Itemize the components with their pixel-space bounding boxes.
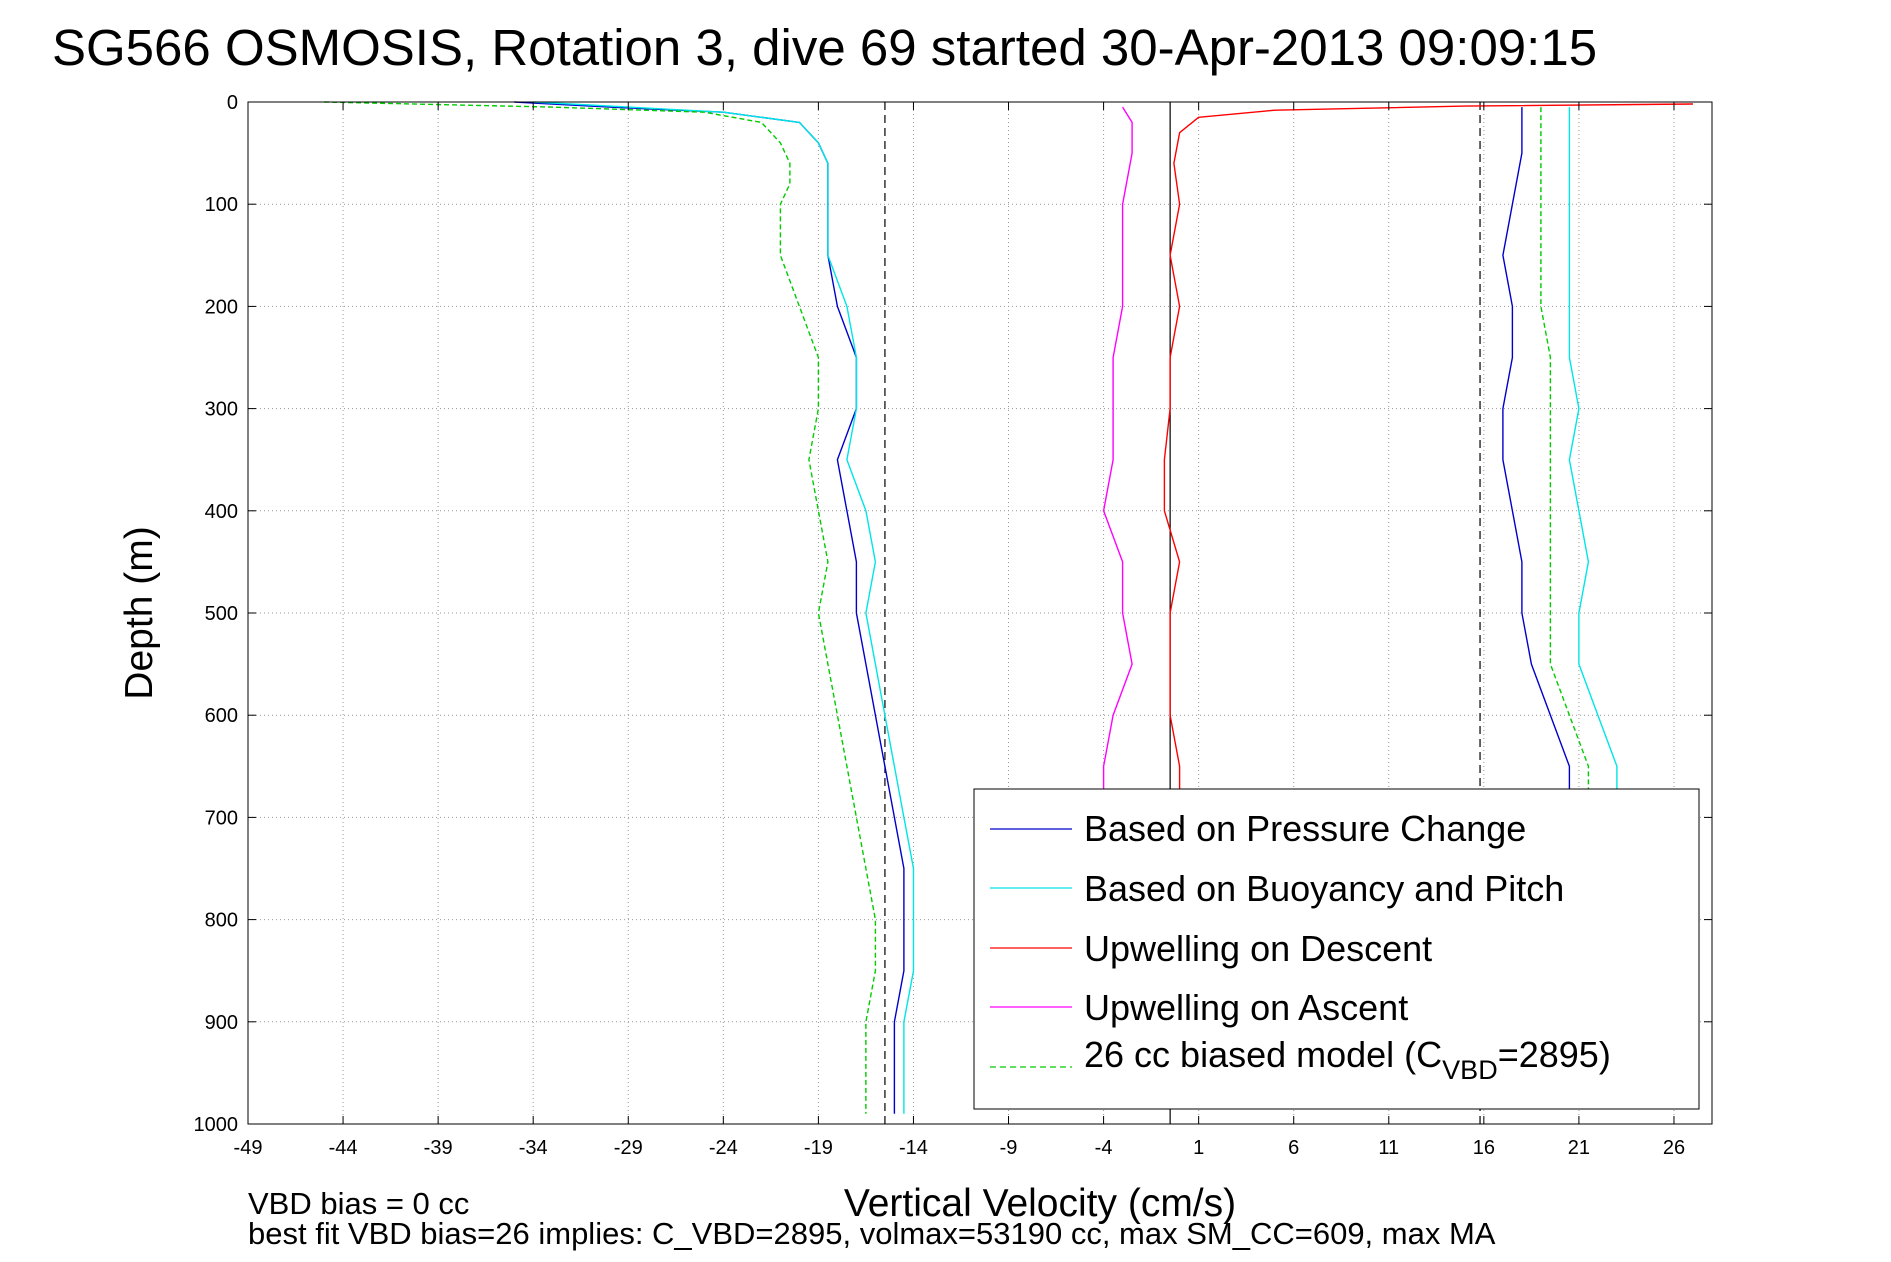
x-tick-label: -34	[519, 1137, 548, 1159]
y-axis-ticks: 0 100 200 300 400 500 600 700 800 900 1000	[194, 92, 1712, 1136]
x-tick-label: -4	[1095, 1137, 1113, 1159]
x-tick-label: -24	[709, 1137, 738, 1159]
legend-label-model-tail: =2895)	[1498, 1034, 1611, 1075]
x-tick-label: 16	[1473, 1137, 1495, 1159]
x-tick-label: 6	[1288, 1137, 1299, 1159]
x-tick-label: -39	[424, 1137, 453, 1159]
y-axis-label: Depth (m)	[118, 526, 161, 699]
y-tick-label: 800	[205, 910, 238, 932]
y-tick-label: 600	[205, 705, 238, 727]
legend-label-model-main: 26 cc biased model (C	[1084, 1034, 1442, 1075]
x-tick-label: 21	[1568, 1137, 1590, 1159]
x-tick-label: -19	[804, 1137, 833, 1159]
series-line-1-0	[533, 101, 915, 1114]
x-axis-ticks: -49 -44 -39 -34 -29 -24 -19 -14 -9 -4 1 6 11 16 21 26	[234, 102, 1685, 1159]
legend-label-ascent: Upwelling on Ascent	[1084, 987, 1408, 1028]
legend-box	[973, 788, 1700, 1110]
y-tick-label: 0	[227, 92, 238, 114]
x-tick-label: -29	[614, 1137, 643, 1159]
legend-label-buoyancy: Based on Buoyancy and Pitch	[1084, 868, 1564, 909]
data-series	[324, 101, 1694, 1114]
legend-label-model: 26 cc biased model (CVBD=2895)	[1084, 1034, 1611, 1085]
series-line-3-0	[1102, 106, 1133, 797]
legend-label-model-sub: VBD	[1442, 1055, 1498, 1085]
x-tick-label: -49	[234, 1137, 263, 1159]
legend: Based on Pressure Change Based on Buoyan…	[973, 788, 1700, 1110]
x-tick-label: -44	[329, 1137, 358, 1159]
x-tick-label: 26	[1663, 1137, 1685, 1159]
series-line-2-0	[1163, 103, 1694, 797]
y-tick-label: 500	[205, 603, 238, 625]
legend-label-pressure: Based on Pressure Change	[1084, 808, 1526, 849]
footer-line-2: best fit VBD bias=26 implies: C_VBD=2895…	[248, 1216, 1496, 1251]
x-axis-label: Vertical Velocity (cm/s)	[844, 1182, 1236, 1225]
series-line-0-1	[1502, 107, 1571, 797]
legend-label-descent: Upwelling on Descent	[1084, 928, 1432, 969]
y-tick-label: 900	[205, 1012, 238, 1034]
footer-line-1: VBD bias = 0 cc	[248, 1186, 469, 1221]
x-tick-label: 1	[1193, 1137, 1204, 1159]
chart-title: SG566 OSMOSIS, Rotation 3, dive 69 start…	[52, 19, 1597, 76]
x-tick-label: -9	[1000, 1137, 1018, 1159]
y-tick-label: 1000	[194, 1114, 239, 1136]
series-line-1-1	[1568, 107, 1618, 797]
series-line-4-1	[1540, 107, 1590, 797]
y-tick-label: 400	[205, 501, 238, 523]
y-tick-label: 700	[205, 807, 238, 829]
y-tick-label: 300	[205, 399, 238, 421]
y-tick-label: 100	[205, 194, 238, 216]
y-tick-label: 200	[205, 296, 238, 318]
x-tick-label: 11	[1378, 1137, 1399, 1159]
x-tick-label: -14	[899, 1137, 928, 1159]
